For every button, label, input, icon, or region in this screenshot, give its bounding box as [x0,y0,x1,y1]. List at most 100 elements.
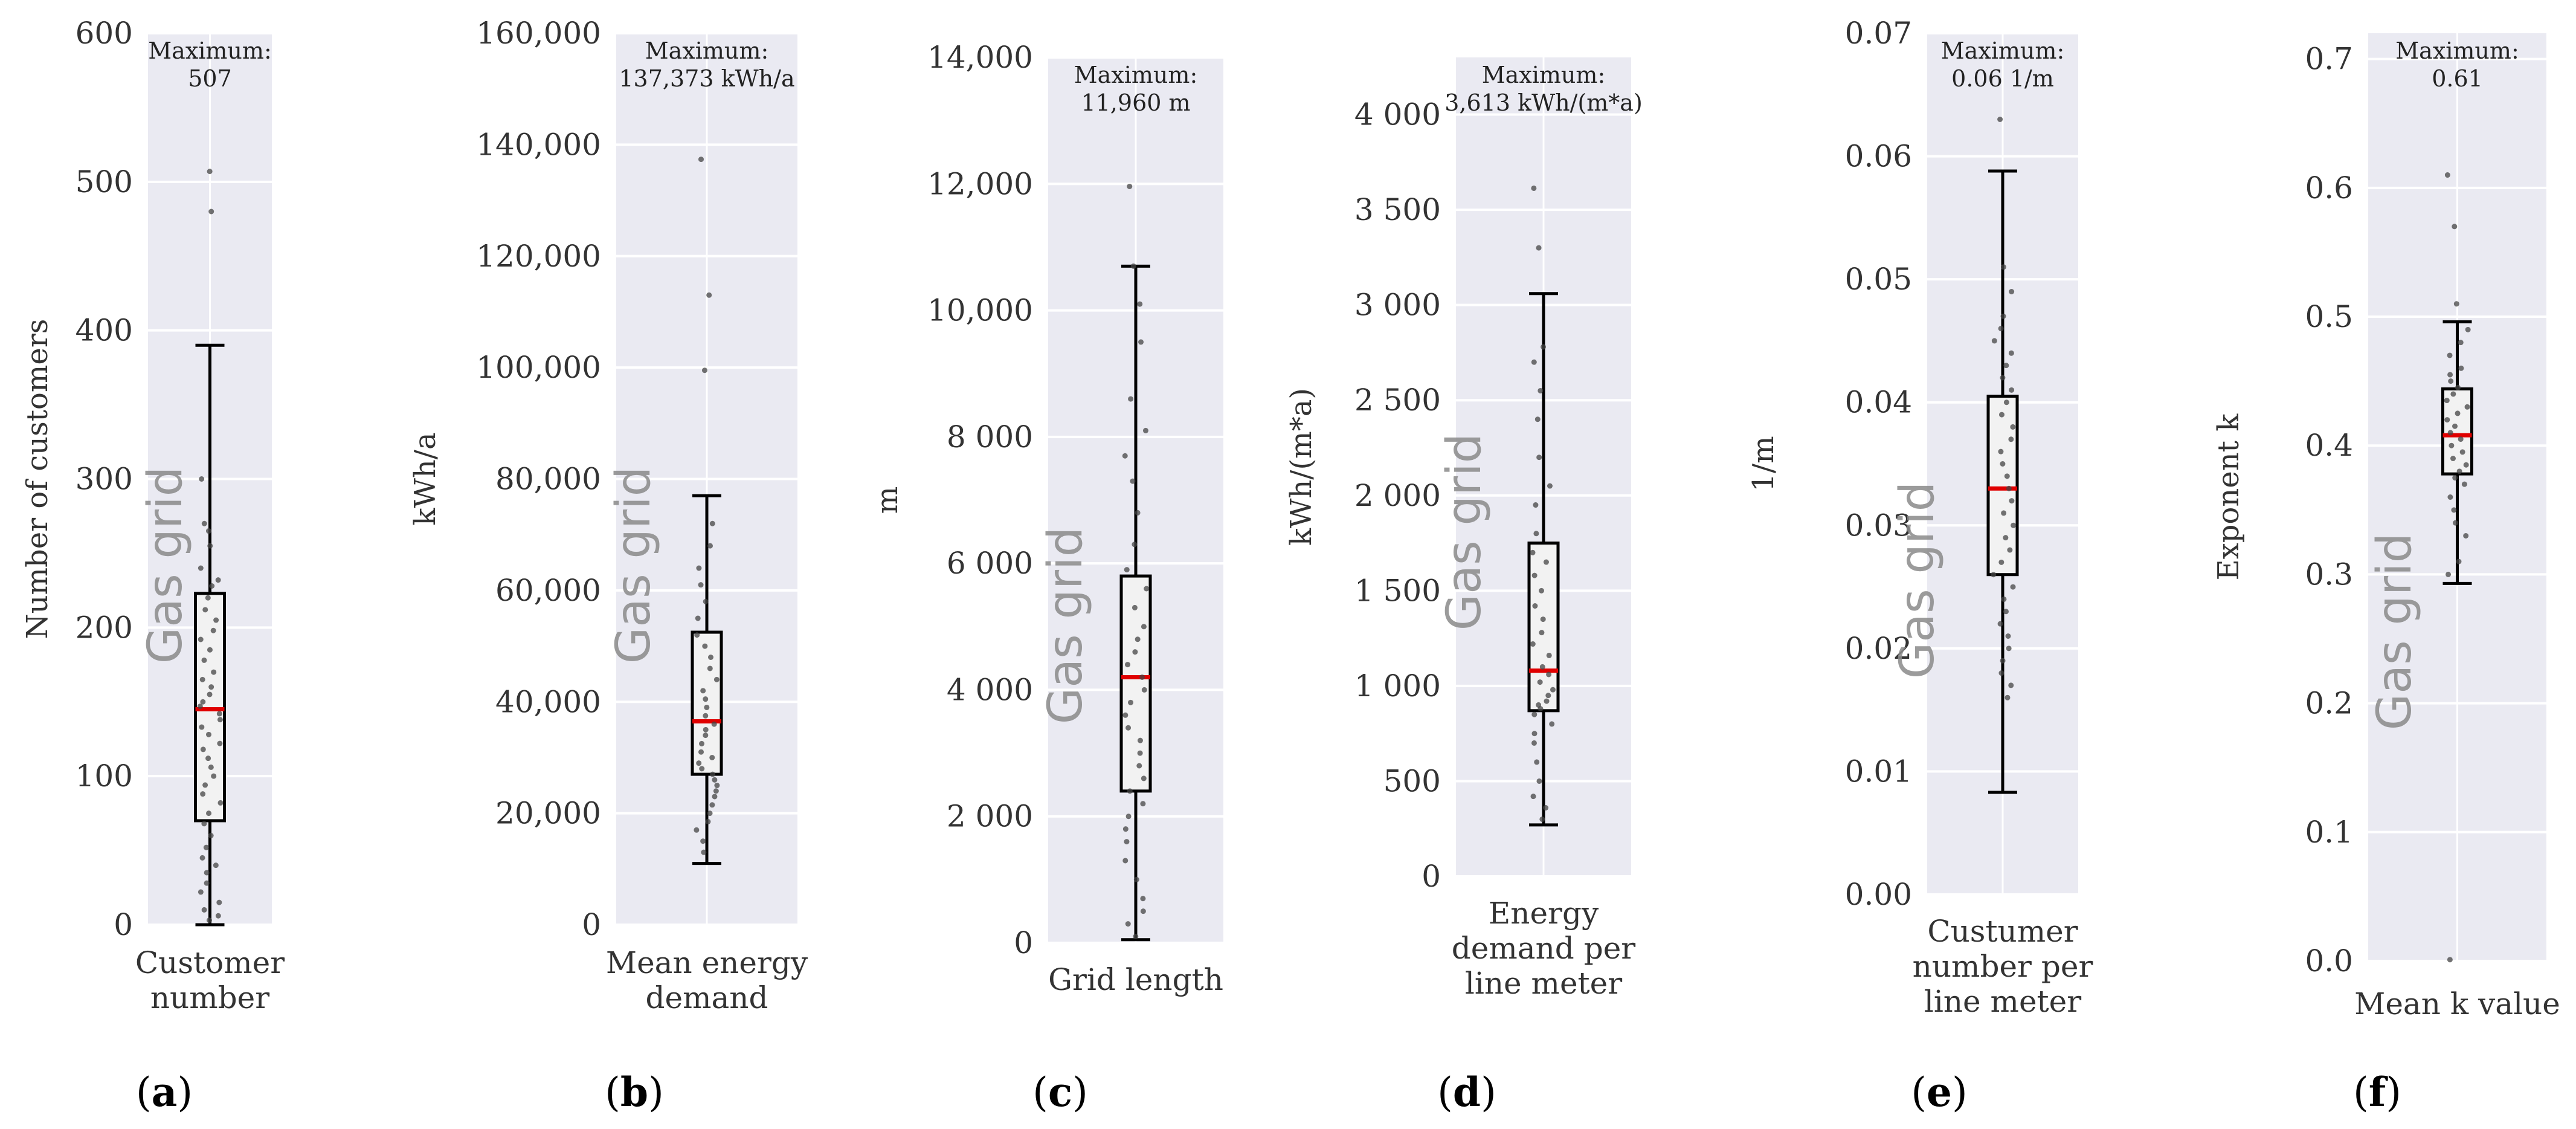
data-point [700,838,706,844]
y-tick-label: 0.2 [2305,686,2353,721]
y-tick-label: 300 [76,462,133,497]
data-point [2444,417,2450,423]
x-category-label: number per [1913,949,2093,984]
data-point [2000,264,2006,270]
iqr-box [1986,395,2019,577]
data-point [1536,245,1542,251]
data-point [207,169,213,175]
data-point [1125,921,1131,927]
data-point [1541,344,1547,350]
data-point [2451,507,2457,513]
data-point [714,783,720,789]
data-point [1539,587,1545,594]
data-point [707,665,713,671]
y-tick-label: 0.6 [2305,170,2353,205]
data-point [1998,326,2004,332]
data-point [213,862,219,869]
data-point [1132,649,1138,655]
data-point [199,476,205,482]
y-tick-label: 0.01 [1845,754,1912,789]
max-annotation: 3,613 kWh/(m*a) [1444,89,1643,116]
y-tick-label: 0.4 [2305,428,2353,463]
data-point [696,760,702,766]
data-point [200,791,206,797]
data-point [217,740,223,746]
max-annotation: Maximum: [148,37,272,64]
y-tick-label: 0.02 [1845,631,1912,666]
data-point [2009,387,2015,393]
data-point [2006,645,2012,652]
data-point [1543,559,1549,565]
data-point [201,657,207,663]
data-point [216,899,222,905]
data-point [1122,453,1128,459]
data-point [1999,412,2005,418]
data-point [205,731,211,737]
data-point [2009,289,2015,294]
watermark-text: Gas grid [1890,482,1945,679]
data-point [2008,350,2014,356]
data-point [1546,652,1552,658]
y-tick-label: 1 500 [1354,573,1441,608]
x-category-label: line meter [1465,966,1622,1001]
data-point [198,636,204,642]
panel-label: (f) [2353,1069,2401,1116]
data-point [207,647,213,653]
data-point [2463,532,2469,539]
data-point [1533,502,1539,508]
data-point [1138,339,1144,345]
y-tick-label: 10,000 [927,293,1033,328]
y-tick-label: 4 000 [947,672,1033,707]
data-point [1137,301,1143,307]
y-tick-label: 0 [114,907,133,942]
y-tick-label: 0.7 [2305,42,2353,77]
y-tick-label: 0.03 [1845,508,1912,543]
data-point [1997,621,2003,627]
data-point [1140,896,1146,902]
chart-panel-e: 0.00 0.01 0.02 0.03 0.04 0.05 0.06 0.07 1/m Gas g… [1747,16,2093,1116]
watermark-text: Gas grid [1038,527,1093,724]
data-point [1545,693,1551,699]
data-point [2000,658,2006,664]
data-point [2452,423,2458,429]
data-point [217,717,223,723]
max-annotation: Maximum: [2395,37,2519,64]
data-point [713,788,719,794]
data-point [1133,876,1139,882]
data-point [2448,378,2454,384]
data-point [1141,775,1147,781]
data-point [712,794,718,800]
panel-label: (c) [1032,1069,1088,1116]
data-point [1538,706,1544,712]
x-category-label: Mean energy [606,945,808,980]
data-point [712,777,718,783]
y-tick-label: 0.05 [1845,262,1912,297]
panel-label: (d) [1437,1069,1496,1116]
max-annotation: 507 [188,65,232,92]
data-point [199,855,205,861]
data-point [1546,671,1552,678]
y-axis-title: kWh/(m*a) [1284,388,1318,546]
data-point [215,577,221,583]
data-point [707,810,713,817]
y-tick-label: 500 [1383,763,1441,798]
data-point [2003,609,2009,615]
max-annotation: Maximum: [645,37,769,64]
data-point [1539,630,1545,636]
data-point [2458,436,2464,442]
data-point [701,367,707,374]
data-point [703,713,709,719]
data-point [708,655,714,660]
data-point [210,627,216,633]
y-tick-label: 0.3 [2305,557,2353,592]
data-point [206,917,212,924]
watermark-text: Gas grid [1437,433,1492,630]
y-tick-label: 2 500 [1354,383,1441,418]
data-point [705,818,711,824]
data-point [2444,172,2450,178]
data-point [198,565,204,571]
iqr-box [691,630,723,776]
max-annotation: Maximum: [1941,37,2065,64]
data-point [2001,510,2007,516]
data-point [202,782,208,788]
